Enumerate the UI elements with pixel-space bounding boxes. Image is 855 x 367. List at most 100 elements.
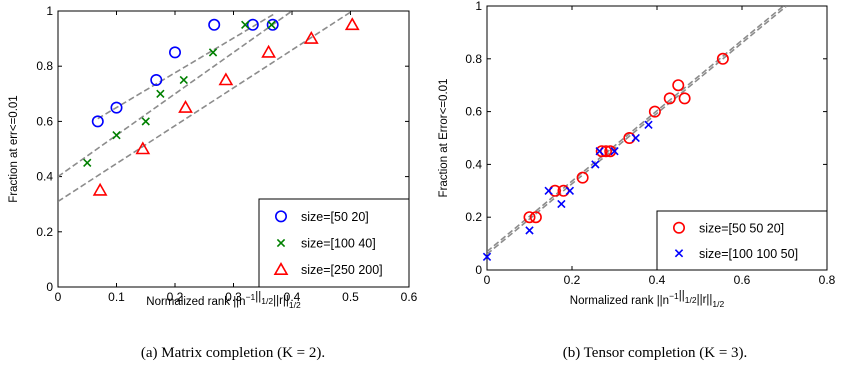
series-0 bbox=[523, 52, 729, 224]
data-point bbox=[141, 117, 150, 126]
x-tick-label: 0.3 bbox=[225, 290, 242, 304]
x-tick-label: 0.6 bbox=[734, 273, 751, 287]
x-tick-label: 0.2 bbox=[564, 273, 581, 287]
y-tick-label: 0 bbox=[46, 280, 53, 294]
x-axis-label: Normalized rank ||n−1||1/2||r||1/2 bbox=[146, 291, 301, 310]
data-point bbox=[591, 160, 600, 169]
data-point bbox=[595, 145, 608, 158]
trend-line bbox=[58, 11, 353, 203]
y-tick-label: 1 bbox=[46, 4, 53, 18]
data-point bbox=[595, 147, 604, 156]
legend-marker bbox=[276, 238, 286, 248]
x-tick-label: 0.4 bbox=[284, 290, 301, 304]
x-tick-label: 0.1 bbox=[108, 290, 125, 304]
y-tick-label: 0.6 bbox=[465, 105, 482, 119]
legend-label: size=[50 50 20] bbox=[699, 221, 784, 235]
legend-label: size=[100 100 50] bbox=[699, 247, 798, 261]
data-point bbox=[644, 120, 653, 129]
data-point bbox=[241, 20, 250, 29]
y-tick-label: 1 bbox=[475, 0, 482, 13]
data-point bbox=[218, 72, 234, 86]
data-point bbox=[557, 184, 570, 197]
legend-marker bbox=[674, 249, 684, 258]
y-tick-label: 0 bbox=[475, 263, 482, 277]
data-point bbox=[156, 89, 165, 98]
data-point bbox=[169, 46, 182, 59]
y-tick-label: 0.6 bbox=[36, 114, 53, 128]
y-tick-label: 0.4 bbox=[36, 170, 53, 184]
data-point bbox=[548, 184, 561, 197]
data-point bbox=[557, 199, 566, 209]
x-tick-label: 0.8 bbox=[819, 273, 836, 287]
data-point bbox=[150, 74, 163, 87]
data-point bbox=[544, 186, 553, 195]
trend-line bbox=[487, 6, 785, 253]
data-point bbox=[267, 20, 276, 29]
legend-marker bbox=[273, 262, 289, 275]
x-tick-label: 0 bbox=[55, 290, 62, 304]
y-tick-label: 0.8 bbox=[465, 52, 482, 66]
data-point bbox=[246, 18, 259, 31]
data-point bbox=[110, 101, 123, 114]
x-tick-label: 0.2 bbox=[167, 290, 184, 304]
series-1 bbox=[83, 20, 276, 167]
fit-lines bbox=[58, 11, 353, 203]
data-point bbox=[672, 79, 685, 92]
data-point bbox=[344, 17, 360, 31]
figure-caption: (b) Tensor completion (K = 3). bbox=[563, 345, 748, 361]
data-point bbox=[678, 92, 691, 105]
data-point bbox=[92, 182, 108, 196]
y-axis-label: Fraction at Error<=0.01 bbox=[438, 79, 450, 198]
y-tick-label: 0.2 bbox=[36, 225, 53, 239]
series-1 bbox=[482, 120, 653, 261]
data-point bbox=[716, 52, 729, 65]
y-tick-label: 0.8 bbox=[36, 59, 53, 73]
data-point bbox=[631, 133, 640, 143]
data-point bbox=[83, 158, 92, 167]
legend-marker bbox=[672, 221, 685, 234]
data-point bbox=[266, 18, 279, 31]
panel-tensor-completion: 0 0.2 0.4 0.6 0.8 0 0.2 0.4 0.6 0.8 1 Normalized ra… bbox=[438, 0, 836, 361]
data-point bbox=[261, 44, 276, 58]
data-point bbox=[179, 75, 188, 85]
data-point bbox=[178, 99, 193, 113]
legend-label: size=[100 40] bbox=[301, 237, 376, 251]
data-point bbox=[208, 18, 221, 31]
data-point bbox=[648, 105, 661, 118]
panel-matrix-completion: 0 0.1 0.2 0.3 0.4 0.5 0.6 0 0.2 0.4 0.6 0.8 1 Normali… bbox=[8, 4, 418, 361]
data-point bbox=[91, 115, 104, 128]
x-tick-label: 0 bbox=[484, 273, 491, 287]
data-point bbox=[135, 141, 151, 155]
x-tick-label: 0.6 bbox=[401, 290, 418, 304]
x-tick-label: 0.5 bbox=[342, 290, 359, 304]
data-point bbox=[529, 211, 542, 224]
data-point bbox=[576, 171, 589, 184]
data-point bbox=[482, 252, 492, 261]
figure-caption: (a) Matrix completion (K = 2). bbox=[141, 345, 325, 361]
legend bbox=[656, 210, 828, 271]
trend-line bbox=[58, 11, 293, 178]
legend bbox=[258, 198, 410, 288]
y-tick-label: 0.4 bbox=[465, 157, 482, 171]
data-point bbox=[112, 131, 121, 140]
data-point bbox=[208, 48, 218, 57]
series-2 bbox=[92, 17, 360, 196]
legend-label: size=[50 20] bbox=[301, 210, 369, 224]
data-point bbox=[663, 92, 676, 105]
data-point bbox=[303, 30, 319, 44]
series-0 bbox=[91, 18, 279, 128]
data-point bbox=[599, 145, 612, 158]
trend-line bbox=[97, 13, 275, 120]
data-point bbox=[623, 132, 636, 145]
data-point bbox=[523, 211, 536, 224]
data-point bbox=[610, 147, 619, 156]
data-point bbox=[565, 186, 575, 195]
legend-marker bbox=[274, 210, 287, 223]
x-axis-label: Normalized rank ||n−1||1/2||r||1/2 bbox=[570, 290, 725, 309]
y-axis-label: Fraction at err<=0.01 bbox=[8, 95, 20, 202]
x-tick-label: 0.4 bbox=[649, 273, 666, 287]
legend-label: size=[250 200] bbox=[301, 263, 383, 277]
data-point bbox=[525, 226, 534, 235]
y-tick-label: 0.2 bbox=[465, 210, 482, 224]
